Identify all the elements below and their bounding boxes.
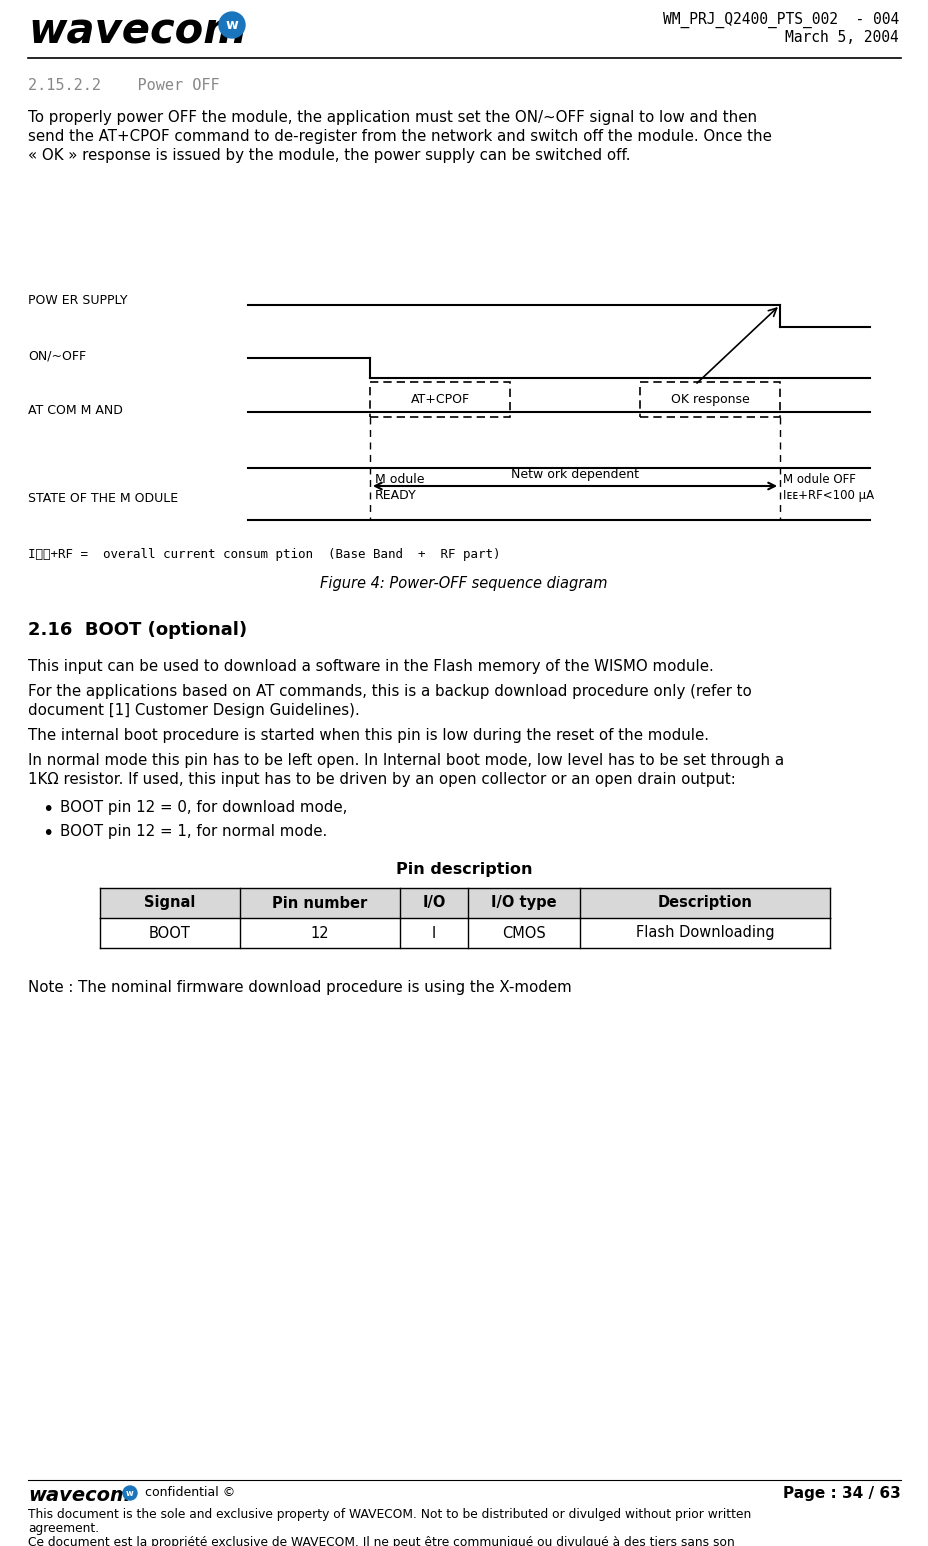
Bar — [639, 382, 780, 417]
Text: Signal: Signal — [144, 895, 196, 911]
Text: I: I — [432, 926, 435, 940]
Text: 1KΩ resistor. If used, this input has to be driven by an open collector or an op: 1KΩ resistor. If used, this input has to… — [28, 771, 735, 787]
Text: M odule
READY: M odule READY — [375, 473, 424, 502]
Text: wavecom: wavecom — [28, 1486, 130, 1504]
Text: send the AT+CPOF command to de-register from the network and switch off the modu: send the AT+CPOF command to de-register … — [28, 128, 771, 144]
Bar — [100, 887, 829, 918]
Text: •: • — [42, 799, 53, 819]
Text: This document is the sole and exclusive property of WAVECOM. Not to be distribut: This document is the sole and exclusive … — [28, 1507, 751, 1521]
Text: w: w — [226, 19, 238, 32]
Text: Pin number: Pin number — [272, 895, 367, 911]
Text: « OK » response is issued by the module, the power supply can be switched off.: « OK » response is issued by the module,… — [28, 148, 630, 162]
Text: Pin description: Pin description — [395, 863, 532, 877]
Text: AT COM M AND: AT COM M AND — [28, 404, 122, 416]
Text: 2.16  BOOT (optional): 2.16 BOOT (optional) — [28, 621, 247, 638]
Text: For the applications based on AT commands, this is a backup download procedure o: For the applications based on AT command… — [28, 683, 751, 699]
Text: Page : 34 / 63: Page : 34 / 63 — [782, 1486, 900, 1501]
Text: Ce document est la propriété exclusive de WAVECOM. Il ne peut être communiqué ou: Ce document est la propriété exclusive d… — [28, 1537, 734, 1546]
Text: POW ER SUPPLY: POW ER SUPPLY — [28, 294, 127, 306]
Circle shape — [219, 12, 245, 39]
Text: This input can be used to download a software in the Flash memory of the WISMO m: This input can be used to download a sof… — [28, 659, 713, 674]
Text: ON/~OFF: ON/~OFF — [28, 349, 86, 362]
Text: I/O: I/O — [422, 895, 445, 911]
Text: BOOT pin 12 = 0, for download mode,: BOOT pin 12 = 0, for download mode, — [60, 799, 347, 815]
Text: w: w — [126, 1489, 134, 1498]
Text: Netw ork dependent: Netw ork dependent — [510, 468, 638, 481]
Text: 12: 12 — [310, 926, 329, 940]
Text: Iᴇᴇ+RF =  overall current consum ption  (Base Band  +  RF part): Iᴇᴇ+RF = overall current consum ption (B… — [28, 547, 500, 561]
Bar — [369, 382, 509, 417]
Text: The internal boot procedure is started when this pin is low during the reset of : The internal boot procedure is started w… — [28, 728, 708, 744]
Text: STATE OF THE M ODULE: STATE OF THE M ODULE — [28, 492, 178, 504]
Text: OK response: OK response — [670, 393, 749, 407]
Text: In normal mode this pin has to be left open. In Internal boot mode, low level ha: In normal mode this pin has to be left o… — [28, 753, 783, 768]
Text: Note : The nominal firmware download procedure is using the X-modem: Note : The nominal firmware download pro… — [28, 980, 571, 996]
Text: document [1] Customer Design Guidelines).: document [1] Customer Design Guidelines)… — [28, 703, 359, 717]
Text: M odule OFF
Iᴇᴇ+RF<100 µA: M odule OFF Iᴇᴇ+RF<100 µA — [782, 473, 873, 502]
Text: agreement.: agreement. — [28, 1521, 99, 1535]
Text: Description: Description — [657, 895, 752, 911]
Circle shape — [122, 1486, 136, 1500]
Text: CMOS: CMOS — [502, 926, 546, 940]
Text: I/O type: I/O type — [491, 895, 556, 911]
Text: Flash Downloading: Flash Downloading — [635, 926, 773, 940]
Text: confidential ©: confidential © — [145, 1486, 235, 1500]
Text: BOOT pin 12 = 1, for normal mode.: BOOT pin 12 = 1, for normal mode. — [60, 824, 327, 839]
Text: Figure 4: Power-OFF sequence diagram: Figure 4: Power-OFF sequence diagram — [320, 577, 607, 591]
Text: To properly power OFF the module, the application must set the ON/~OFF signal to: To properly power OFF the module, the ap… — [28, 110, 756, 125]
Text: wavecom: wavecom — [28, 9, 246, 53]
Text: •: • — [42, 824, 53, 843]
Text: AT+CPOF: AT+CPOF — [410, 393, 469, 407]
Text: BOOT: BOOT — [148, 926, 191, 940]
Text: March 5, 2004: March 5, 2004 — [784, 29, 898, 45]
Text: 2.15.2.2    Power OFF: 2.15.2.2 Power OFF — [28, 77, 219, 93]
Text: WM_PRJ_Q2400_PTS_002  - 004: WM_PRJ_Q2400_PTS_002 - 004 — [662, 12, 898, 28]
